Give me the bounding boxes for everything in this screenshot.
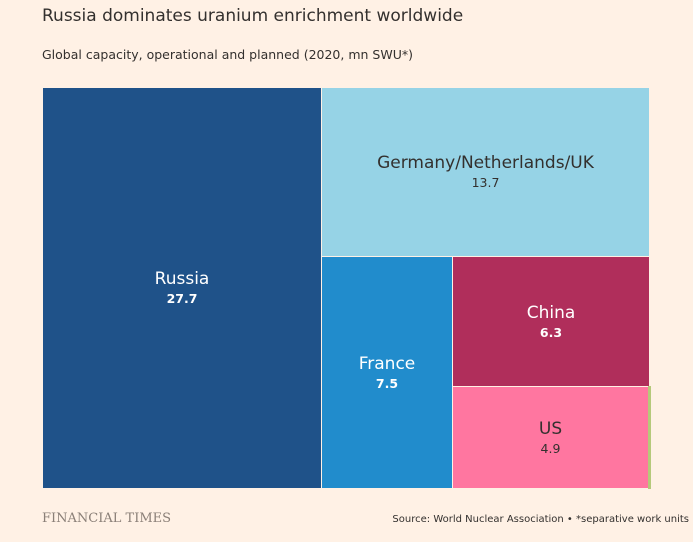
tile-label: US (538, 418, 563, 439)
tile-label: Russia (154, 269, 210, 289)
ft-logo: FINANCIAL TIMES (42, 511, 172, 526)
tile-value: 27.7 (166, 291, 198, 306)
treemap: Russia 27.7 Germany/Netherlands/UK 13.7 … (42, 87, 651, 489)
tile-value: 7.5 (375, 375, 399, 391)
tile-value: 4.9 (540, 440, 561, 456)
tile-russia: Russia 27.7 (42, 87, 322, 489)
chart-title: Russia dominates uranium enrichment worl… (42, 6, 464, 26)
tile-germany-netherlands-uk: Germany/Netherlands/UK 13.7 (321, 87, 650, 257)
tile-us: US 4.9 (452, 386, 649, 489)
tile-value: 13.7 (471, 175, 500, 190)
tile-china: China 6.3 (452, 256, 650, 387)
tile-other-sliver (648, 386, 651, 489)
tile-label: Germany/Netherlands/UK (377, 153, 594, 173)
tile-label: France (358, 353, 416, 374)
source-note: Source: World Nuclear Association • *sep… (392, 514, 689, 525)
tile-label: China (526, 302, 576, 323)
tile-france: France 7.5 (321, 256, 453, 489)
chart-subtitle: Global capacity, operational and planned… (42, 47, 413, 62)
tile-value: 6.3 (539, 324, 563, 340)
